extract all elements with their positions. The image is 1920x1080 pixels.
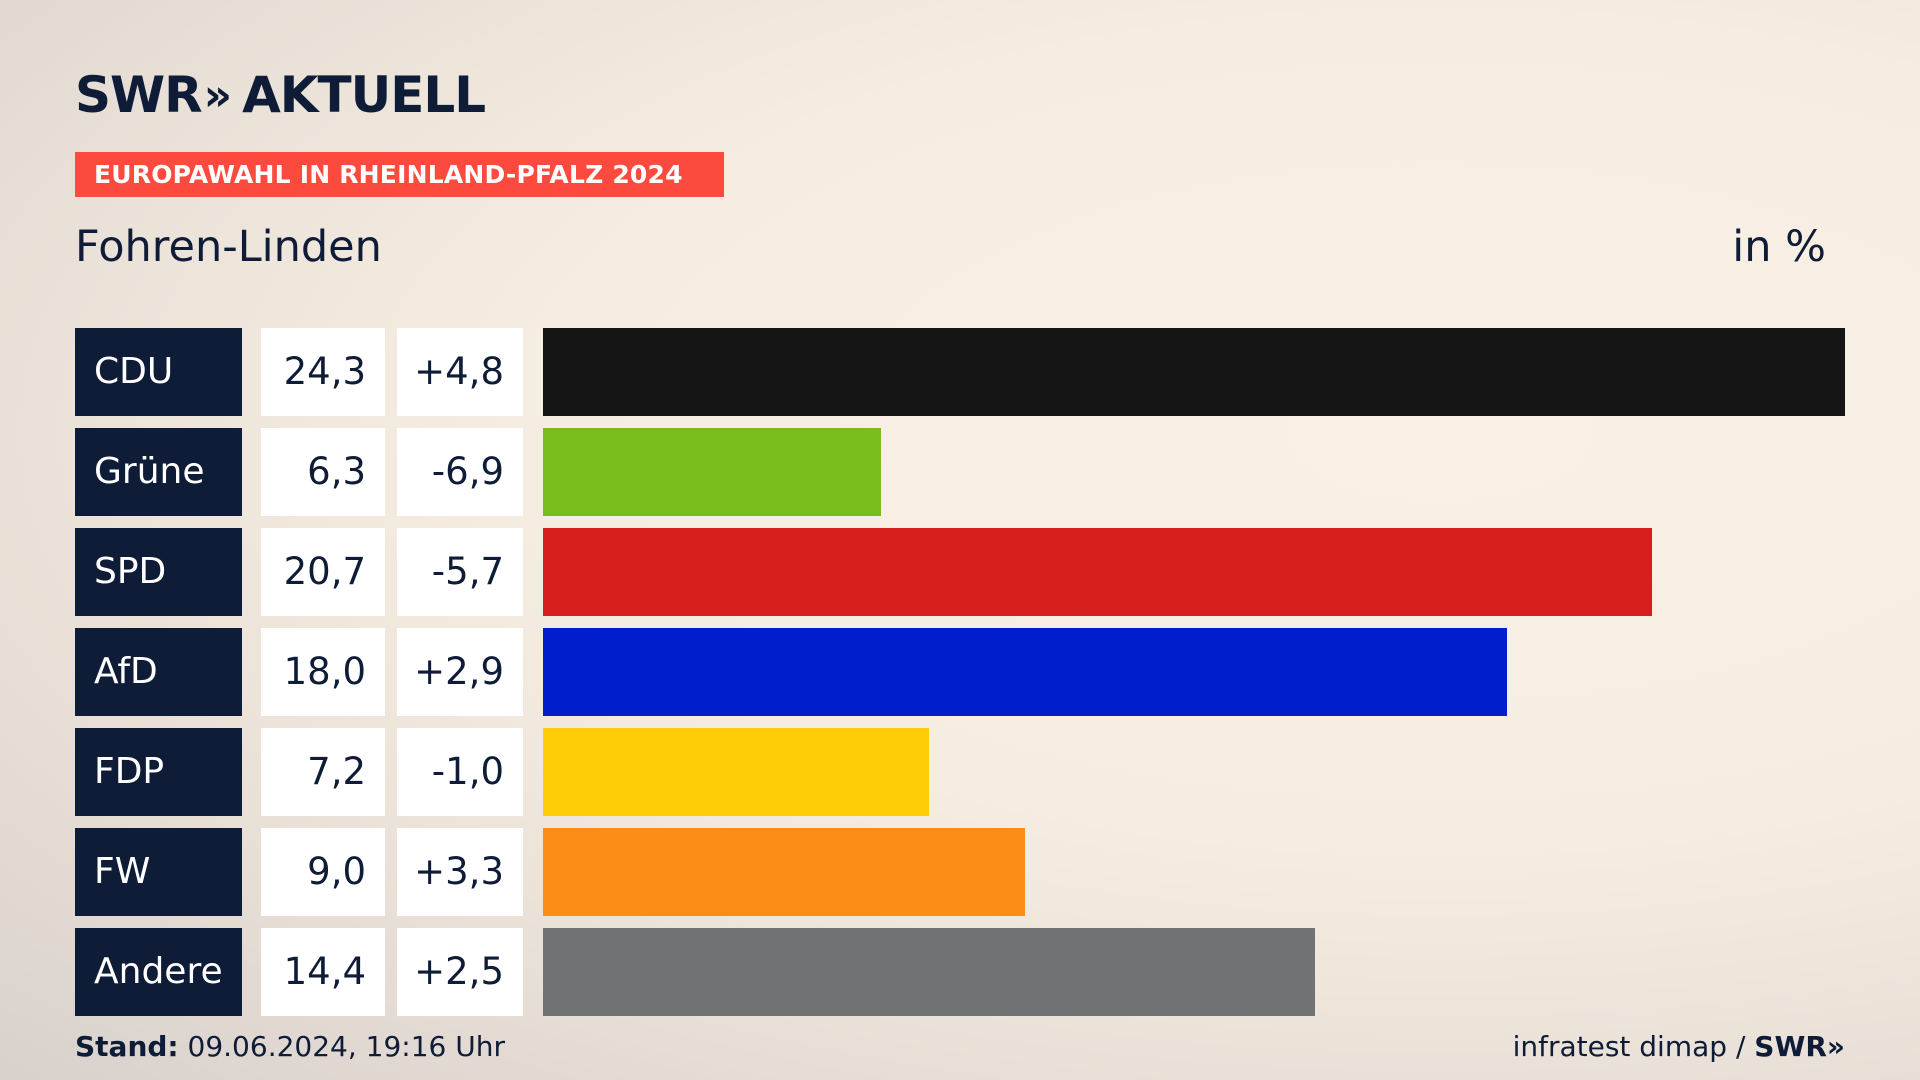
vote-share-value: 20,7 [261, 528, 385, 616]
result-bar [543, 928, 1315, 1016]
stand-info: Stand: 09.06.2024, 19:16 Uhr [75, 1030, 505, 1063]
vote-change-value: +4,8 [397, 328, 523, 416]
vote-change-value: -1,0 [397, 728, 523, 816]
result-bar [543, 828, 1025, 916]
logo-aktuell: AKTUELL [242, 66, 486, 124]
party-label: CDU [75, 328, 242, 416]
vote-share-value: 18,0 [261, 628, 385, 716]
swr-brand: SWR» [1754, 1030, 1845, 1063]
swr-aktuell-logo: SWR » AKTUELL [75, 66, 486, 124]
party-label: AfD [75, 628, 242, 716]
party-label: Andere [75, 928, 242, 1016]
vote-share-value: 24,3 [261, 328, 385, 416]
result-bar [543, 628, 1507, 716]
logo-swr: SWR [75, 66, 203, 124]
party-label: FDP [75, 728, 242, 816]
stand-label: Stand: [75, 1030, 179, 1063]
vote-change-value: +2,9 [397, 628, 523, 716]
vote-share-value: 9,0 [261, 828, 385, 916]
vote-share-value: 14,4 [261, 928, 385, 1016]
result-bar [543, 528, 1652, 616]
vote-share-value: 7,2 [261, 728, 385, 816]
source-label: infratest dimap / [1512, 1030, 1746, 1063]
stand-value: 09.06.2024, 19:16 Uhr [187, 1030, 505, 1063]
vote-change-value: +3,3 [397, 828, 523, 916]
result-bar [543, 728, 929, 816]
vote-change-value: -5,7 [397, 528, 523, 616]
party-label: SPD [75, 528, 242, 616]
party-label: FW [75, 828, 242, 916]
result-bar [543, 428, 881, 516]
place-title: Fohren-Linden [75, 222, 382, 272]
vote-change-value: +2,5 [397, 928, 523, 1016]
election-badge: EUROPAWAHL IN RHEINLAND-PFALZ 2024 [75, 152, 724, 197]
result-bar [543, 328, 1845, 416]
source-info: infratest dimap / SWR» [1513, 1030, 1845, 1063]
vote-share-value: 6,3 [261, 428, 385, 516]
vote-change-value: -6,9 [397, 428, 523, 516]
party-label: Grüne [75, 428, 242, 516]
unit-label: in % [1732, 222, 1826, 272]
